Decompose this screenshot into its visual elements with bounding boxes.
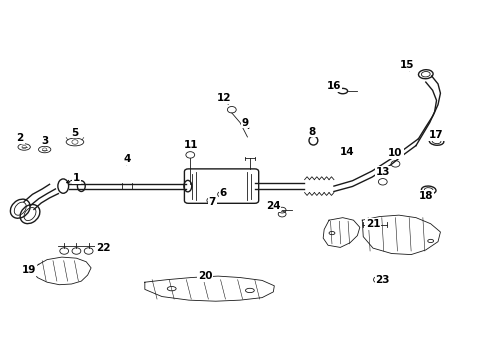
Text: 11: 11 [184,140,198,150]
Text: 9: 9 [242,118,248,128]
Text: 12: 12 [217,93,232,103]
Text: 17: 17 [429,130,444,140]
Text: 18: 18 [418,191,433,201]
Text: 15: 15 [400,60,415,70]
Text: 8: 8 [309,127,316,136]
Text: 24: 24 [266,201,281,211]
Text: 3: 3 [41,136,49,145]
Text: 14: 14 [340,147,355,157]
Text: 10: 10 [388,148,403,158]
Text: 13: 13 [375,167,390,177]
Text: 19: 19 [22,265,36,275]
Text: 7: 7 [209,197,216,207]
Text: 2: 2 [17,133,24,143]
Text: 1: 1 [73,173,80,183]
Text: 5: 5 [72,128,78,138]
Text: 4: 4 [123,154,130,164]
Text: 23: 23 [375,275,390,285]
Text: 22: 22 [96,243,111,253]
Text: 16: 16 [327,81,341,91]
Text: 20: 20 [197,271,212,281]
Text: 6: 6 [220,188,227,198]
Text: 21: 21 [366,219,380,229]
